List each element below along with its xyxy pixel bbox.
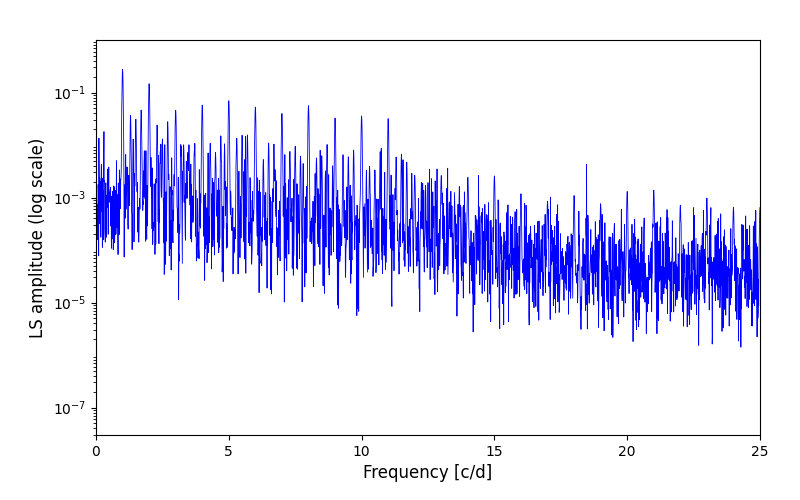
- X-axis label: Frequency [c/d]: Frequency [c/d]: [363, 464, 493, 482]
- Y-axis label: LS amplitude (log scale): LS amplitude (log scale): [30, 138, 47, 338]
